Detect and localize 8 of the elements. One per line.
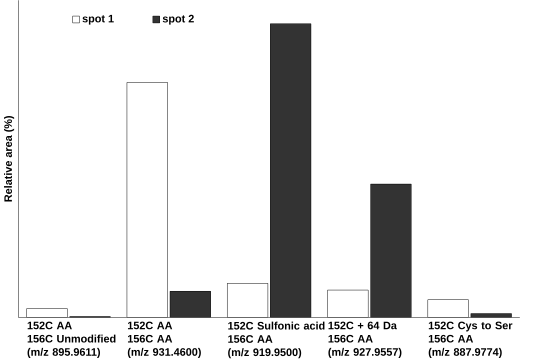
y-axis-title: Relative area (%) (4, 116, 14, 202)
x-tick-label: 152C + 64 Da 156C AA (m/z 927.9557) (328, 321, 402, 358)
legend-label: spot 2 (162, 14, 194, 25)
x-tick-label: 152C Sulfonic acid 156C AA (m/z 919.9500) (228, 321, 324, 358)
legend-label: spot 1 (82, 14, 114, 24)
x-tick-label: 152C AA 156C AA (m/z 931.4600) (128, 321, 201, 358)
x-tick-label: 152C AA 156C Unmodified (m/z 895.9611) (28, 321, 116, 358)
x-tick-label: 152C Cys to Ser 156C AA (m/z 887.9774) (428, 321, 512, 358)
